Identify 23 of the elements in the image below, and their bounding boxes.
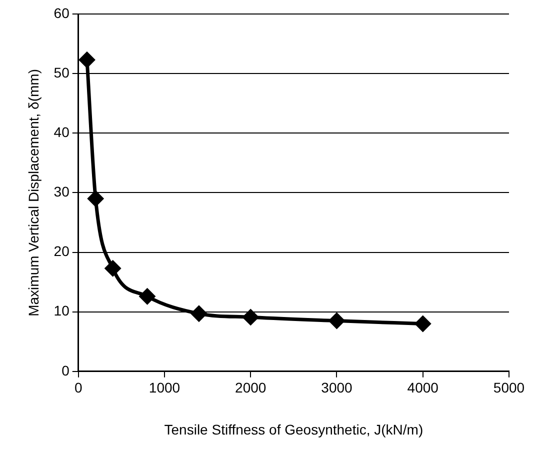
point	[329, 313, 344, 329]
x-tick-label: 2000	[235, 380, 266, 396]
x-tick-label: 1000	[148, 380, 180, 396]
y-tick-label: 30	[54, 184, 70, 200]
y-tick-label: 60	[54, 4, 70, 21]
x-tick-label: 5000	[493, 380, 525, 396]
point	[415, 316, 431, 332]
y-axis-title: Maximum Vertical Displacement, δ(mm)	[25, 68, 42, 316]
point	[242, 309, 258, 325]
y-tick-label: 10	[54, 302, 70, 319]
point	[79, 52, 95, 68]
x-tick-label: 4000	[407, 380, 439, 396]
point	[140, 288, 156, 304]
point	[105, 260, 121, 276]
y-tick-label: 0	[62, 362, 70, 378]
y-tick-label: 20	[54, 243, 70, 260]
y-tick-label: 50	[54, 64, 70, 80]
y-tick-label: 40	[54, 124, 70, 140]
x-tick-label: 3000	[321, 380, 353, 396]
point	[191, 306, 207, 322]
x-axis-title: Tensile Stiffness of Geosynthetic, J(kN/m)	[164, 421, 424, 438]
x-tick-label: 0	[74, 380, 82, 396]
point	[88, 190, 104, 206]
